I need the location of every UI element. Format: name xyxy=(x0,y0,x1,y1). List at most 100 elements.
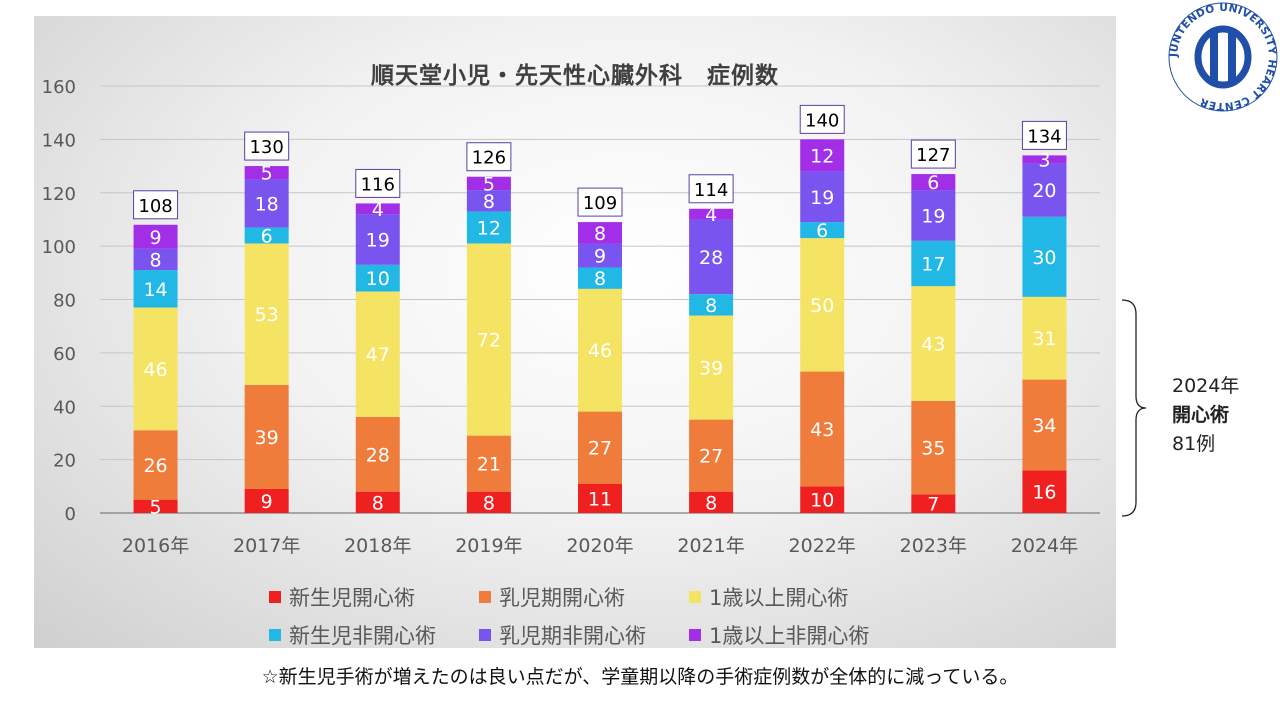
total-label: 114 xyxy=(694,180,728,201)
total-label-box xyxy=(910,139,956,169)
total-label: 108 xyxy=(138,196,172,217)
bar-segment xyxy=(133,430,178,500)
bar-segment xyxy=(355,491,400,513)
bar-segment xyxy=(466,435,511,492)
y-tick-label: 60 xyxy=(53,344,76,365)
data-label: 8 xyxy=(150,249,162,271)
data-label: 31 xyxy=(1032,328,1056,350)
y-tick-label: 0 xyxy=(65,504,76,525)
total-label-box xyxy=(577,187,623,217)
x-tick-label: 2022年 xyxy=(789,535,856,557)
x-tick-label: 2017年 xyxy=(233,535,300,557)
bar-segment xyxy=(1022,216,1067,297)
y-tick-label: 20 xyxy=(53,451,76,472)
legend-label: 新生児非開心術 xyxy=(289,624,436,648)
bar-segment xyxy=(800,222,845,239)
bar-segment xyxy=(355,264,400,292)
data-label: 43 xyxy=(921,334,945,356)
total-label-box xyxy=(244,131,290,161)
x-tick-label: 2019年 xyxy=(455,535,522,557)
total-label-box xyxy=(688,174,734,204)
data-label: 8 xyxy=(483,191,495,213)
bar-segment xyxy=(355,291,400,417)
data-label: 21 xyxy=(477,454,501,476)
bar-segment xyxy=(355,214,400,265)
data-label: 27 xyxy=(699,446,723,468)
bar-segment xyxy=(800,486,845,513)
bar-segment xyxy=(1022,296,1067,380)
legend-label: 乳児期開心術 xyxy=(499,586,625,610)
data-label: 6 xyxy=(927,172,939,194)
logo-text: JUNTENDO UNIVERSITY HEART CENTER xyxy=(1168,2,1278,112)
data-label: 9 xyxy=(594,245,606,267)
data-label: 28 xyxy=(699,247,723,269)
data-label: 53 xyxy=(255,304,279,326)
y-tick-label: 100 xyxy=(42,237,76,258)
bar-segment xyxy=(1022,470,1067,513)
legend-swatch xyxy=(689,629,701,641)
stacked-bar-chart: 0204060801001201401605264614891082016年93… xyxy=(42,77,1100,557)
data-label: 72 xyxy=(477,330,501,352)
legend-label: 1歳以上開心術 xyxy=(709,586,849,610)
data-label: 10 xyxy=(810,490,834,512)
annotation-count: 81例 xyxy=(1172,433,1216,455)
bar-segment xyxy=(244,243,289,385)
bar-segment xyxy=(466,491,511,513)
data-label: 4 xyxy=(705,204,717,226)
total-label-box xyxy=(799,104,845,134)
bar-segment xyxy=(466,176,511,191)
data-label: 18 xyxy=(255,193,279,215)
bar-segment xyxy=(1022,163,1067,217)
total-label: 134 xyxy=(1027,126,1061,147)
data-label: 19 xyxy=(366,229,390,251)
chart-title: 順天堂小児・先天性心臓外科 症例数 xyxy=(371,63,779,89)
data-label: 9 xyxy=(150,227,162,249)
data-label: 3 xyxy=(1038,149,1050,171)
data-label: 8 xyxy=(705,492,717,514)
x-tick-label: 2024年 xyxy=(1011,535,1078,557)
chart-panel: 0 20 40 60 80 100 120 140 160 5 26 46 14 8 9 108 2016年 9 3… xyxy=(34,16,1116,648)
data-label: 8 xyxy=(594,268,606,290)
bar-segment xyxy=(800,238,845,372)
legend-swatch xyxy=(479,591,491,603)
bar-segment xyxy=(911,494,956,513)
legend-label: 新生児開心術 xyxy=(289,586,415,610)
data-label: 26 xyxy=(143,455,167,477)
total-label-box xyxy=(1021,120,1067,150)
data-label: 28 xyxy=(366,444,390,466)
bar-segment xyxy=(244,227,289,244)
total-label: 126 xyxy=(472,148,506,169)
bar-segment xyxy=(911,400,956,495)
bar-segment xyxy=(911,240,956,287)
data-label: 7 xyxy=(927,494,939,516)
data-label: 11 xyxy=(588,488,612,510)
bar-segment xyxy=(1022,155,1067,164)
juntendo-heart-center-logo: JUNTENDO UNIVERSITY HEART CENTER xyxy=(1168,2,1278,112)
data-label: 8 xyxy=(705,295,717,317)
bar-segment xyxy=(466,211,511,244)
total-label: 130 xyxy=(249,137,283,158)
bar-segment xyxy=(133,270,178,308)
annotation-note: 2024年 開心術 81例 xyxy=(1172,372,1239,459)
total-label: 116 xyxy=(361,174,395,195)
total-label: 127 xyxy=(916,145,950,166)
annotation-year: 2024年 xyxy=(1172,375,1240,397)
data-label: 8 xyxy=(594,223,606,245)
x-tick-label: 2020年 xyxy=(566,535,633,557)
bar-segment xyxy=(1022,379,1067,471)
legend-item: 1歳以上開心術 xyxy=(689,582,909,612)
data-label: 16 xyxy=(1032,482,1056,504)
data-label: 14 xyxy=(143,279,167,301)
bar-segment xyxy=(800,139,845,172)
bar-segment xyxy=(244,166,289,180)
data-label: 12 xyxy=(810,145,834,167)
footer-note: ☆新生児手術が増えたのは良い点だが、学童期以降の手術症例数が全体的に減っている。 xyxy=(261,666,1019,688)
y-tick-label: 140 xyxy=(42,130,76,151)
bar-segment xyxy=(911,190,956,241)
legend-swatch xyxy=(269,591,281,603)
bar-segment xyxy=(244,488,289,513)
data-label: 17 xyxy=(921,253,945,275)
bar-segment xyxy=(689,419,734,492)
bar-segment xyxy=(911,286,956,401)
bar-segment xyxy=(133,248,178,271)
